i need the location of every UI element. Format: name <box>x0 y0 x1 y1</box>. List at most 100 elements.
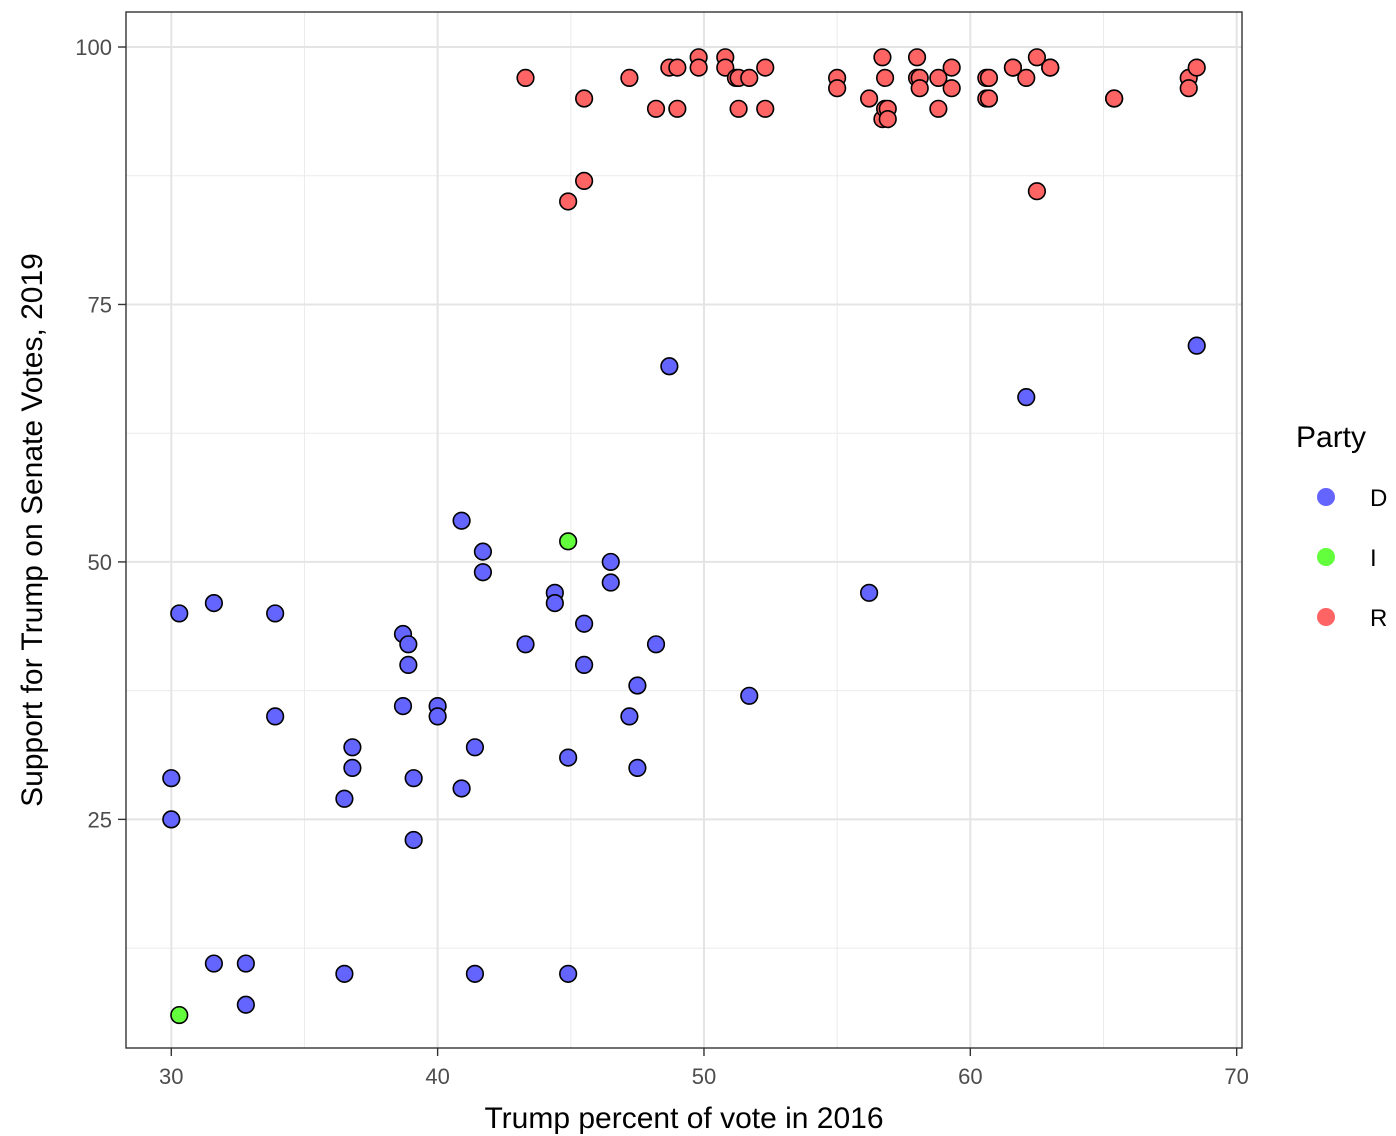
point-r <box>1027 182 1047 201</box>
point-d <box>628 676 647 695</box>
point-r <box>756 99 775 118</box>
point-d <box>465 964 485 983</box>
point-r <box>1017 68 1036 88</box>
point-d <box>343 738 362 757</box>
point-r <box>1003 58 1023 77</box>
x-tick-label: 30 <box>159 1064 183 1089</box>
point-r <box>620 68 639 88</box>
grid-major <box>126 12 1242 1048</box>
x-tick-label: 60 <box>958 1064 982 1089</box>
point-d <box>335 964 354 983</box>
point-d <box>204 594 223 613</box>
point-d <box>575 614 594 633</box>
point-d <box>473 563 493 582</box>
point-d <box>404 830 423 850</box>
point-r <box>828 79 847 98</box>
point-r <box>907 48 927 67</box>
point-d <box>204 954 223 973</box>
point-d <box>170 604 189 623</box>
point-r <box>646 99 666 118</box>
point-d <box>236 995 255 1014</box>
point-d <box>559 748 578 767</box>
point-d <box>1187 336 1206 355</box>
point-d <box>575 655 594 675</box>
point-r <box>1179 79 1198 98</box>
point-d <box>428 707 447 726</box>
point-d <box>465 738 485 757</box>
point-r <box>875 68 895 88</box>
point-d <box>162 769 181 788</box>
point-d <box>335 789 354 808</box>
x-tick-label: 40 <box>425 1064 449 1089</box>
y-axis-title: Support for Trump on Senate Votes, 2019 <box>16 253 49 807</box>
point-r <box>575 89 594 108</box>
point-d <box>646 635 666 654</box>
point-r <box>729 99 748 118</box>
legend-key-r <box>1317 608 1335 626</box>
point-d <box>452 511 471 530</box>
point-r <box>929 68 948 88</box>
point-r <box>1187 58 1206 77</box>
legend-label-d: D <box>1370 485 1387 512</box>
y-tick-label: 75 <box>88 292 112 317</box>
point-d <box>628 758 647 777</box>
y-tick-label: 100 <box>75 35 112 60</box>
legend-label-i: I <box>1370 545 1377 572</box>
x-tick-label: 70 <box>1224 1064 1248 1089</box>
point-d <box>740 686 759 705</box>
point-r <box>942 79 961 98</box>
point-r <box>929 99 948 118</box>
panel-border <box>125 11 1243 1049</box>
point-r <box>668 99 687 118</box>
point-d <box>399 655 418 675</box>
legend-label-r: R <box>1370 605 1387 632</box>
point-i <box>559 532 578 551</box>
axis-ticks <box>118 46 1238 1056</box>
legend: Party D I R <box>1296 421 1387 632</box>
point-d <box>236 954 255 973</box>
y-tick-label: 50 <box>88 550 112 575</box>
point-d <box>399 635 418 654</box>
point-i <box>170 1005 189 1025</box>
tick-labels: 30 40 50 60 70 25 50 75 100 <box>75 35 1249 1089</box>
point-d <box>452 779 471 798</box>
point-r <box>878 110 897 129</box>
x-axis-title: Trump percent of vote in 2016 <box>484 1102 883 1135</box>
point-r <box>689 58 708 77</box>
point-r <box>559 192 578 211</box>
point-r <box>756 58 775 77</box>
panel-background <box>126 12 1242 1048</box>
y-tick-label: 25 <box>88 807 112 832</box>
grid-minor <box>126 12 1242 1048</box>
point-r <box>668 58 687 77</box>
point-r <box>1027 48 1047 67</box>
point-d <box>601 552 620 572</box>
point-d <box>660 357 679 376</box>
point-r <box>910 79 929 98</box>
point-d <box>266 707 285 726</box>
legend-key-d <box>1317 488 1335 506</box>
x-tick-label: 50 <box>692 1064 716 1089</box>
point-d <box>343 758 362 777</box>
point-d <box>620 707 639 726</box>
point-r <box>740 68 759 88</box>
legend-key-i <box>1317 548 1335 566</box>
point-d <box>545 594 564 613</box>
point-d <box>473 542 493 561</box>
point-r <box>979 68 999 88</box>
point-r <box>942 58 961 77</box>
point-r <box>1105 89 1124 108</box>
point-d <box>162 810 181 829</box>
point-d <box>266 604 285 623</box>
point-d <box>404 769 423 788</box>
legend-title: Party <box>1296 421 1366 454</box>
point-r <box>1041 58 1060 77</box>
point-r <box>516 68 535 88</box>
point-d <box>559 964 578 983</box>
point-d <box>601 573 620 592</box>
point-r <box>575 171 594 190</box>
point-d <box>1017 388 1036 407</box>
point-r <box>873 48 892 67</box>
data-points <box>162 48 1206 1025</box>
